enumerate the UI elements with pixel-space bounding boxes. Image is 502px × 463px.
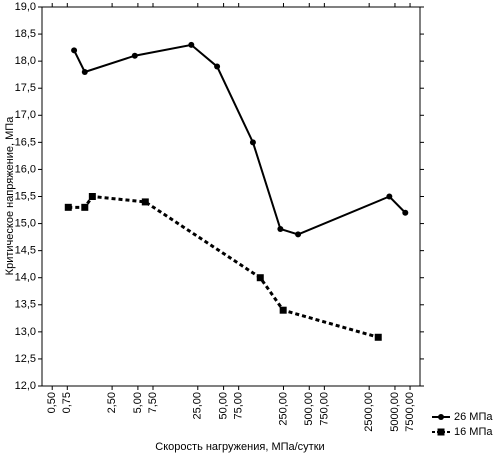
data-point (256, 274, 264, 282)
x-tick-label: 5000,00 (389, 392, 401, 432)
data-point (64, 203, 72, 211)
y-tick-label: 18,0 (15, 55, 36, 67)
data-point (131, 52, 138, 59)
y-tick-label: 19,0 (15, 1, 36, 13)
y-tick-label: 17,5 (15, 82, 36, 94)
data-point (71, 47, 78, 54)
data-point (402, 209, 409, 216)
y-tick-label: 16,0 (15, 163, 36, 175)
legend-marker (438, 414, 444, 420)
legend-label: 26 МПа (454, 411, 493, 423)
legend-label: 16 МПа (454, 426, 493, 438)
x-tick-label: 7,50 (147, 392, 159, 413)
x-tick-label: 5,00 (132, 392, 144, 413)
data-point (279, 306, 287, 314)
data-point (214, 63, 221, 70)
y-tick-label: 15,0 (15, 217, 36, 229)
x-axis-title: Скорость нагружения, МПа/сутки (155, 441, 324, 453)
series-line (68, 194, 379, 339)
x-tick-label: 50,00 (217, 392, 229, 420)
x-tick-label: 0,75 (61, 392, 73, 413)
x-tick-label: 2500,00 (363, 392, 375, 432)
y-axis-title: Критическое напряжение, МПа (4, 116, 16, 276)
y-tick-label: 12,0 (15, 380, 36, 392)
x-tick-label: 2,50 (106, 392, 118, 413)
legend-marker (437, 428, 445, 436)
data-point (81, 203, 89, 211)
data-point (374, 333, 382, 341)
x-tick-label: 25,00 (192, 392, 204, 420)
x-tick-label: 250,00 (277, 392, 289, 426)
x-tick-label: 500,00 (303, 392, 315, 426)
y-tick-label: 13,0 (15, 326, 36, 338)
data-point (81, 68, 88, 75)
data-point (295, 231, 302, 238)
y-tick-label: 18,5 (15, 28, 36, 40)
series-line (73, 43, 407, 236)
data-point (386, 193, 393, 200)
data-point (88, 193, 96, 200)
x-tick-label: 75,00 (233, 392, 245, 420)
data-point (277, 225, 284, 232)
x-tick-label: 7500,00 (404, 392, 416, 432)
y-tick-label: 14,0 (15, 272, 36, 284)
y-tick-label: 17,0 (15, 109, 36, 121)
y-tick-label: 16,5 (15, 136, 36, 148)
y-tick-label: 13,5 (15, 299, 36, 311)
y-tick-label: 15,5 (15, 190, 36, 202)
x-tick-label: 0,50 (46, 392, 58, 413)
x-tick-label: 750,00 (318, 392, 330, 426)
y-tick-label: 14,5 (15, 245, 36, 257)
y-tick-label: 12,5 (15, 353, 36, 365)
data-point (249, 139, 256, 146)
data-point (188, 41, 195, 48)
data-point (141, 198, 149, 206)
